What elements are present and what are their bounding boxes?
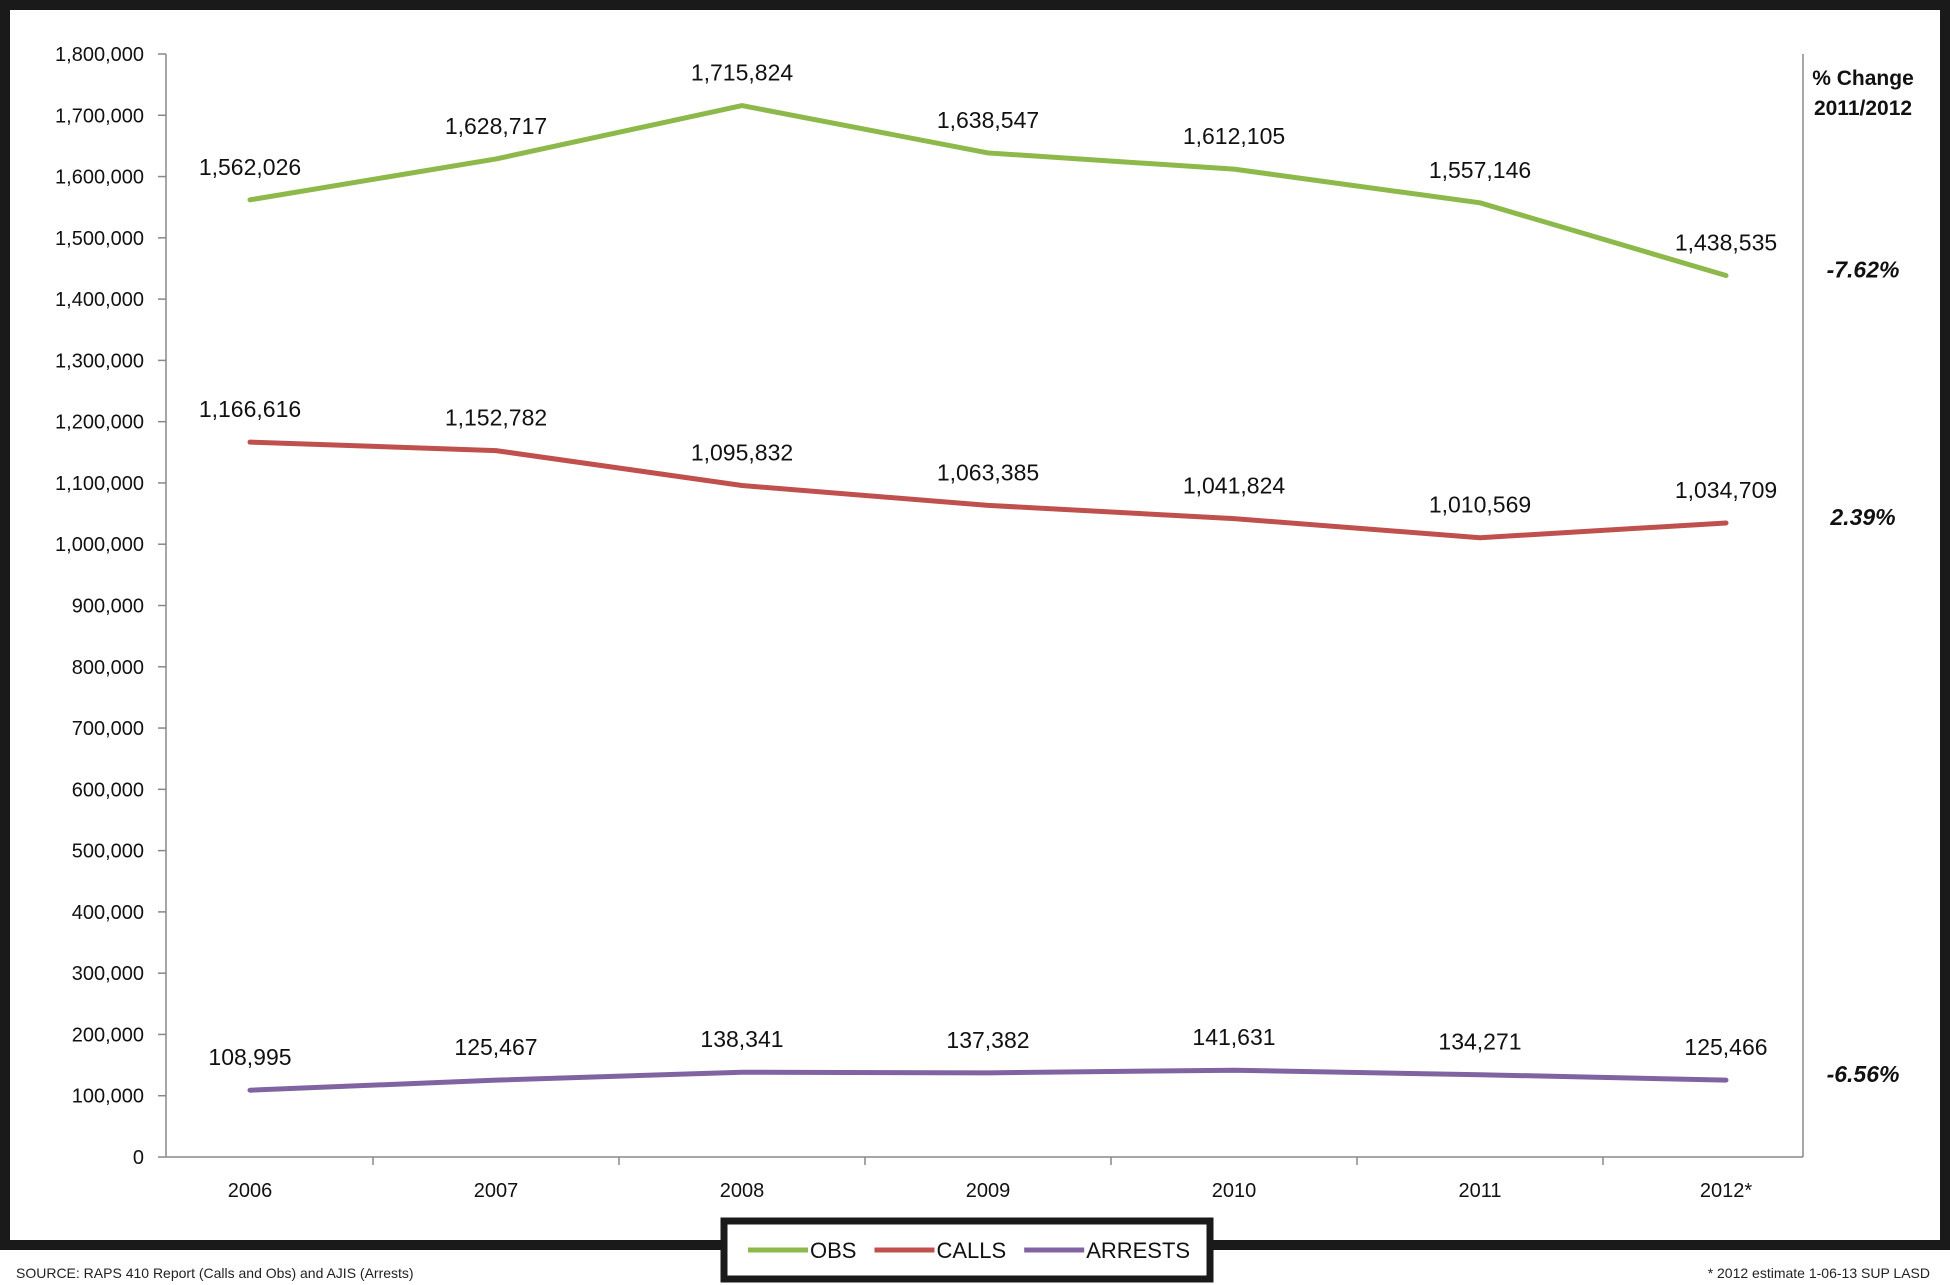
x-tick-label: 2009	[966, 1180, 1011, 1202]
y-tick-label: 100,000	[72, 1086, 144, 1108]
arrests-data-label: 137,382	[946, 1027, 1029, 1053]
x-tick-label: 2012*	[1700, 1180, 1752, 1202]
calls-data-label: 1,063,385	[937, 459, 1039, 485]
calls-data-label: 1,095,832	[691, 439, 793, 465]
calls-data-label: 1,152,782	[445, 405, 547, 431]
calls-data-label: 1,041,824	[1183, 473, 1286, 499]
y-tick-label: 1,200,000	[55, 412, 144, 434]
y-tick-label: 1,400,000	[55, 289, 144, 311]
x-axis-ticks: 2006 2007 2008 2009 2010 2011 2012*	[228, 1157, 1752, 1202]
arrests-data-label: 125,467	[454, 1034, 537, 1060]
y-tick-label: 1,300,000	[55, 350, 144, 372]
obs-data-label: 1,715,824	[691, 60, 794, 86]
y-tick-label: 1,100,000	[55, 473, 144, 495]
x-tick-label: 2011	[1458, 1180, 1501, 1202]
series-layer: 1,562,026 1,628,717 1,715,824 1,638,547 1,61…	[199, 60, 1777, 1093]
y-tick-label: 200,000	[72, 1024, 144, 1046]
y-tick-label: 500,000	[72, 841, 144, 863]
obs-data-label: 1,638,547	[937, 107, 1039, 133]
y-tick-label: 0	[133, 1147, 144, 1169]
obs-data-label: 1,557,146	[1429, 157, 1531, 183]
calls-data-label: 1,034,709	[1675, 477, 1777, 503]
obs-data-label: 1,612,105	[1183, 123, 1285, 149]
y-tick-label: 800,000	[72, 657, 144, 679]
x-tick-label: 2007	[474, 1180, 519, 1202]
y-axis-ticks: 0 100,000 200,000 300,000 400,000 500,000 600,…	[55, 44, 166, 1169]
arrests-legend-label: ARRESTS	[1086, 1238, 1190, 1263]
y-tick-label: 600,000	[72, 779, 144, 801]
obs-series-line	[247, 103, 1729, 278]
calls-data-label: 1,166,616	[199, 396, 301, 422]
percent-change-column: % Change 2011/2012 -7.62% 2.39% -6.56%	[1812, 67, 1914, 1087]
y-tick-label: 400,000	[72, 902, 144, 924]
legend-items: OBS CALLS ARRESTS	[748, 1238, 1190, 1263]
arrests-data-label: 141,631	[1192, 1024, 1275, 1050]
legend: OBS CALLS ARRESTS	[720, 1217, 1214, 1283]
obs-legend-label: OBS	[810, 1238, 856, 1263]
estimate-note: * 2012 estimate 1-06-13 SUP LASD	[1707, 1265, 1930, 1281]
arrests-data-label: 125,466	[1684, 1034, 1767, 1060]
obs-data-label: 1,562,026	[199, 154, 301, 180]
pct-change-header-line2: 2011/2012	[1814, 97, 1912, 120]
y-tick-label: 1,600,000	[55, 167, 144, 189]
y-tick-label: 900,000	[72, 596, 144, 618]
x-tick-label: 2010	[1212, 1180, 1257, 1202]
arrests-series-line	[247, 1067, 1729, 1093]
y-tick-label: 1,500,000	[55, 228, 144, 250]
y-tick-label: 1,000,000	[55, 534, 144, 556]
calls-data-label: 1,010,569	[1429, 492, 1531, 518]
calls-pct-change: 2.39%	[1829, 504, 1895, 530]
x-tick-label: 2006	[228, 1180, 273, 1202]
y-tick-label: 700,000	[72, 718, 144, 740]
y-tick-label: 300,000	[72, 963, 144, 985]
calls-legend-label: CALLS	[936, 1238, 1006, 1263]
obs-pct-change: -7.62%	[1827, 256, 1900, 282]
obs-data-label: 1,438,535	[1675, 229, 1777, 255]
arrests-pct-change: -6.56%	[1827, 1061, 1900, 1087]
arrests-data-label: 108,995	[208, 1044, 291, 1070]
obs-data-label: 1,628,717	[445, 113, 547, 139]
y-tick-label: 1,700,000	[55, 105, 144, 127]
calls-series-line	[247, 439, 1729, 541]
arrests-data-label: 138,341	[700, 1026, 783, 1052]
source-note: SOURCE: RAPS 410 Report (Calls and Obs) …	[16, 1265, 414, 1281]
x-tick-label: 2008	[720, 1180, 765, 1202]
y-tick-label: 1,800,000	[55, 44, 144, 66]
pct-change-header-line1: % Change	[1812, 67, 1914, 90]
arrests-data-label: 134,271	[1438, 1029, 1521, 1055]
